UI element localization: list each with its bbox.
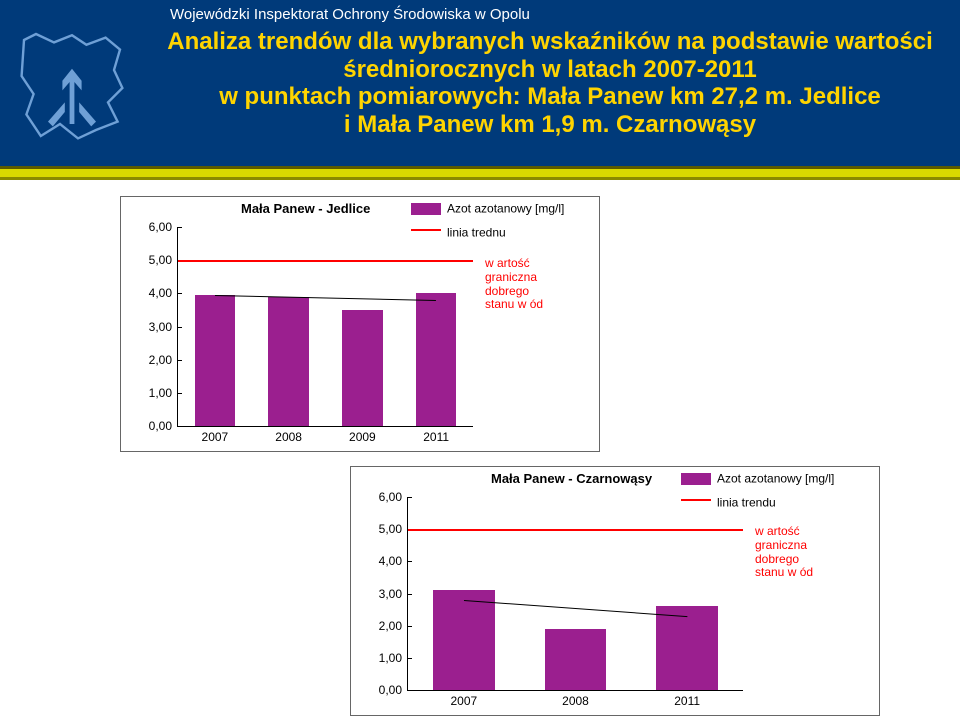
region-emblem-icon (12, 28, 132, 148)
legend-series-label: Azot azotanowy [mg/l] (717, 472, 834, 486)
y-tick-label: 2,00 (379, 619, 408, 633)
title-line-4: i Mała Panew km 1,9 m. Czarnowąsy (344, 111, 756, 138)
y-tick-label: 0,00 (379, 683, 408, 697)
y-tick-label: 2,00 (149, 353, 178, 367)
limit-line (408, 529, 743, 531)
chart-a-legend-series: Azot azotanowy [mg/l] (411, 201, 564, 216)
y-tick-label: 4,00 (149, 286, 178, 300)
y-tick-label: 5,00 (149, 253, 178, 267)
x-tick-label: 2011 (674, 690, 700, 708)
x-tick-label: 2007 (450, 690, 477, 708)
y-tick-label: 0,00 (149, 419, 178, 433)
chart-a-limit-label: w artość graniczna dobrego stanu w ód (485, 257, 543, 312)
chart-a-plot: 0,001,002,003,004,005,006,00200720082009… (177, 227, 473, 427)
bar (195, 295, 236, 426)
header: Wojewódzki Inspektorat Ochrony Środowisk… (0, 0, 960, 166)
y-tick-label: 4,00 (379, 554, 408, 568)
y-tick-label: 5,00 (379, 522, 408, 536)
org-name: Wojewódzki Inspektorat Ochrony Środowisk… (170, 6, 530, 23)
y-tick-label: 1,00 (149, 386, 178, 400)
y-tick-label: 6,00 (149, 220, 178, 234)
legend-swatch-icon (411, 203, 441, 215)
chart-b-legend-series: Azot azotanowy [mg/l] (681, 471, 834, 486)
y-tick-label: 3,00 (149, 320, 178, 334)
legend-swatch-icon (681, 473, 711, 485)
bar (342, 310, 383, 426)
separator-band (0, 166, 960, 180)
chart-b-title: Mała Panew - Czarnowąsy (491, 471, 652, 486)
x-tick-label: 2007 (202, 426, 229, 444)
trend-line (215, 295, 436, 301)
limit-line (178, 260, 473, 262)
y-tick-label: 1,00 (379, 651, 408, 665)
x-tick-label: 2009 (349, 426, 376, 444)
x-tick-label: 2008 (275, 426, 302, 444)
bar (416, 293, 457, 426)
title-line-3: w punktach pomiarowych: Mała Panew km 27… (219, 83, 881, 110)
title-line-1: Analiza trendów dla wybranych wskaźników… (167, 28, 933, 55)
legend-series-label: Azot azotanowy [mg/l] (447, 202, 564, 216)
x-tick-label: 2011 (423, 426, 449, 444)
title-line-2: średniorocznych w latach 2007-2011 (343, 56, 757, 83)
bar (268, 297, 309, 426)
chart-b-limit-label: w artość graniczna dobrego stanu w ód (755, 525, 813, 580)
chart-b-plot: 0,001,002,003,004,005,006,00200720082011 (407, 497, 743, 691)
y-tick-label: 6,00 (379, 490, 408, 504)
chart-a-title: Mała Panew - Jedlice (241, 201, 370, 216)
page-title: Analiza trendów dla wybranych wskaźników… (150, 28, 950, 138)
x-tick-label: 2008 (562, 690, 589, 708)
bar (433, 590, 494, 690)
chart-czarnowasy: Mała Panew - Czarnowąsy Azot azotanowy [… (350, 466, 880, 716)
bar (656, 606, 717, 690)
chart-jedlice: Mała Panew - Jedlice Azot azotanowy [mg/… (120, 196, 600, 452)
y-tick-label: 3,00 (379, 587, 408, 601)
bar (545, 629, 606, 690)
trend-line (464, 600, 687, 617)
